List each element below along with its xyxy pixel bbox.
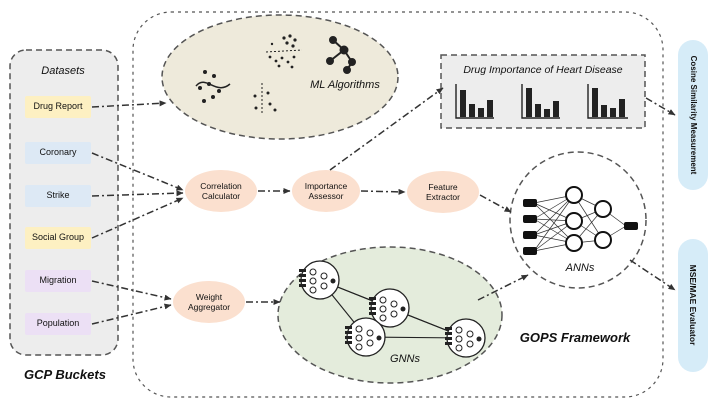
arrow-anns-to-mse [629, 259, 676, 291]
arrow-population-to-weight [91, 303, 172, 325]
gnn-subgraph-node [299, 260, 340, 300]
arrow-migration-to-weight [91, 280, 172, 301]
bar-chart-icon [587, 84, 628, 119]
feature-line1: Feature [428, 182, 458, 192]
dataset-box-strike[interactable] [25, 185, 91, 207]
dataset-box-coronary[interactable] [25, 142, 91, 164]
cosine-similarity-label: Cosine Similarity Measurement [689, 55, 698, 175]
dataset-label-population: Population [36, 318, 80, 328]
dataset-box-social-group[interactable] [25, 227, 91, 249]
feature-line2: Extractor [425, 192, 460, 202]
dataset-label-drug-report: Drug Report [33, 101, 83, 111]
arrow-socialgroup-to-correlation [91, 197, 184, 239]
mse-mae-evaluator-output[interactable] [678, 239, 708, 372]
decision-boundary-icon [253, 83, 277, 114]
arrow-drugreport-to-ml [91, 100, 167, 108]
cosine-similarity-output[interactable] [678, 40, 708, 190]
arrow-feature-to-anns [479, 194, 512, 213]
arrow-coronary-to-correlation [91, 152, 184, 191]
weight-line2: Aggregator [187, 302, 231, 312]
importance-line1: Importance [304, 181, 348, 191]
correlation-line2: Calculator [201, 191, 241, 201]
dataset-label-coronary: Coronary [39, 147, 77, 157]
ann-input-layer [523, 199, 537, 255]
gnns-label: GNNs [390, 353, 420, 365]
connector-arrows [91, 87, 676, 325]
arrow-importance-to-feature [360, 188, 406, 195]
weight-aggregator-label: Weight Aggregator [173, 292, 245, 312]
ann-hidden-layers [565, 186, 612, 252]
ann-output-node [624, 222, 638, 230]
arrow-gnns-to-anns [477, 274, 529, 301]
dataset-box-population[interactable] [25, 313, 91, 335]
bar-chart-icon [521, 84, 560, 119]
ml-algorithms-ellipse [161, 14, 399, 140]
correlation-line1: Correlation [200, 181, 242, 191]
graph-network-icon [326, 36, 356, 74]
datasets-title: Datasets [41, 65, 85, 77]
gnn-subgraph-node [369, 288, 410, 328]
weight-line1: Weight [195, 292, 223, 302]
mse-mae-label: MSE/MAE Evaluator [688, 264, 698, 346]
gcp-buckets-label: GCP Buckets [24, 367, 106, 382]
importance-assessor-node[interactable] [292, 170, 360, 212]
gops-framework-label: GOPS Framework [519, 330, 631, 345]
correlation-calculator-node[interactable] [185, 170, 257, 212]
scatter-plot-icon [195, 70, 231, 103]
bar-chart-icon [455, 84, 494, 119]
ml-algorithms-label: ML Algorithms [310, 79, 380, 91]
arrow-importance-to-drug-importance [329, 87, 444, 171]
weight-aggregator-node[interactable] [173, 281, 245, 323]
gnn-subgraph-node [445, 318, 486, 358]
drug-importance-title: Drug Importance of Heart Disease [463, 64, 623, 76]
dataset-label-social-group: Social Group [31, 232, 85, 242]
dataset-box-drug-report[interactable] [25, 96, 91, 118]
dataset-box-migration[interactable] [25, 270, 91, 292]
feature-extractor-node[interactable] [407, 171, 479, 213]
arrow-strike-to-correlation [91, 190, 184, 197]
clustering-icon [265, 34, 303, 69]
gnn-subgraph-node [345, 317, 386, 357]
arrow-drug-importance-to-cosine [645, 97, 676, 116]
feature-extractor-label: Feature Extractor [407, 182, 479, 202]
gops-framework-boundary [132, 11, 664, 398]
correlation-calculator-label: Correlation Calculator [185, 181, 257, 201]
anns-label: ANNs [565, 262, 595, 274]
importance-assessor-label: Importance Assessor [292, 181, 360, 201]
importance-line2: Assessor [308, 191, 344, 201]
dataset-label-migration: Migration [39, 275, 77, 285]
dataset-label-strike: Strike [46, 190, 70, 200]
